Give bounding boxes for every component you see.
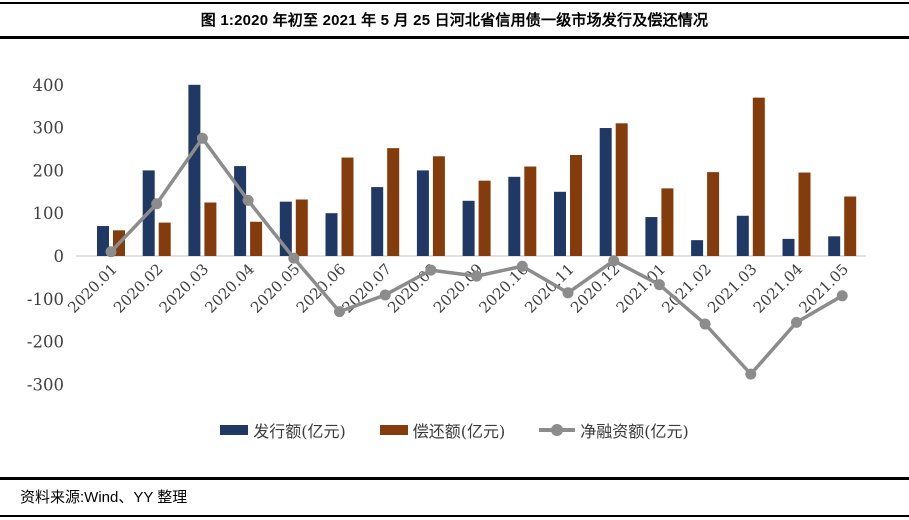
issuance-bar bbox=[599, 128, 612, 256]
net-financing-marker bbox=[425, 264, 437, 276]
repayment-swatch bbox=[379, 425, 408, 435]
legend-item-net-financing: 净融资额(亿元) bbox=[539, 418, 689, 442]
repayment-bar bbox=[341, 157, 354, 256]
issuance-bar bbox=[645, 217, 658, 256]
repayment-bar bbox=[798, 172, 811, 256]
net-financing-marker bbox=[151, 198, 163, 210]
y-axis-label: -200 bbox=[27, 333, 64, 352]
bottom-border-line bbox=[0, 515, 909, 517]
repayment-bar bbox=[478, 180, 491, 256]
repayment-bar bbox=[615, 123, 628, 256]
x-axis-label: 2020.05 bbox=[247, 260, 304, 317]
legend-item-issuance: 发行额(亿元) bbox=[220, 418, 346, 442]
title-divider-line bbox=[0, 36, 909, 39]
x-axis-label: 2021.03 bbox=[704, 260, 761, 317]
repayment-bar bbox=[387, 148, 400, 256]
legend-label-repayment: 偿还额(亿元) bbox=[412, 422, 506, 441]
repayment-bar bbox=[570, 154, 582, 256]
issuance-bar bbox=[97, 226, 109, 256]
y-axis-label: 300 bbox=[33, 119, 65, 138]
repayment-bar bbox=[204, 202, 217, 256]
figure-title: 图 1:2020 年初至 2021 年 5 月 25 日河北省信用债一级市场发行… bbox=[200, 12, 709, 29]
issuance-bar bbox=[462, 200, 475, 256]
issuance-swatch bbox=[220, 425, 249, 435]
repayment-bar bbox=[158, 222, 171, 256]
x-axis-label: 2021.04 bbox=[750, 260, 807, 317]
repayment-bar bbox=[707, 172, 720, 256]
issuance-bar bbox=[325, 213, 338, 256]
y-axis-label: 100 bbox=[33, 204, 65, 223]
net-financing-marker bbox=[791, 316, 802, 328]
issuance-bar bbox=[828, 236, 841, 256]
x-axis-label: 2020.04 bbox=[201, 260, 258, 317]
y-axis-label: -300 bbox=[27, 375, 64, 394]
repayment-bar bbox=[432, 156, 445, 256]
net-financing-marker bbox=[699, 318, 711, 330]
issuance-bar bbox=[234, 166, 247, 256]
chart-legend: 发行额(亿元) 偿还额(亿元) 净融资额(亿元) bbox=[0, 418, 909, 442]
net-financing-swatch bbox=[539, 424, 576, 436]
legend-item-repayment: 偿还额(亿元) bbox=[379, 418, 506, 442]
net-financing-marker bbox=[608, 255, 620, 267]
y-axis-label: 0 bbox=[54, 247, 65, 266]
repayment-bar bbox=[661, 188, 674, 256]
issuance-bar bbox=[188, 84, 201, 256]
legend-label-issuance: 发行额(亿元) bbox=[253, 422, 346, 441]
data-source-note: 资料来源:Wind、YY 整理 bbox=[20, 489, 188, 506]
net-financing-marker bbox=[288, 252, 300, 264]
issuance-bar bbox=[508, 176, 521, 256]
x-axis-label: 2020.09 bbox=[430, 260, 487, 317]
issuance-bar bbox=[736, 215, 749, 256]
net-financing-marker bbox=[242, 194, 254, 206]
x-axis-label: 2020.02 bbox=[110, 260, 167, 317]
net-financing-marker bbox=[562, 287, 574, 299]
x-axis-label: 2020.03 bbox=[156, 260, 213, 317]
repayment-bar bbox=[752, 97, 765, 256]
footer-divider-line bbox=[0, 477, 909, 480]
x-axis-label: 2020.01 bbox=[64, 260, 121, 317]
net-financing-marker bbox=[196, 132, 208, 144]
net-financing-marker bbox=[334, 306, 345, 318]
net-financing-marker bbox=[471, 270, 483, 282]
repayment-bar bbox=[844, 196, 857, 256]
issuance-bar bbox=[371, 187, 384, 256]
y-axis-label: 400 bbox=[33, 76, 65, 95]
net-financing-marker bbox=[105, 246, 117, 258]
issuance-bar bbox=[782, 238, 795, 256]
repayment-bar bbox=[524, 166, 537, 256]
net-financing-marker bbox=[379, 289, 391, 301]
repayment-bar bbox=[250, 221, 263, 256]
issuance-bar bbox=[416, 170, 429, 256]
issuance-bar bbox=[691, 240, 704, 256]
chart-area: 400 300 200 100 0 -100 -200 -300 2020.01 2020.02 2… bbox=[0, 45, 909, 460]
net-financing-marker bbox=[653, 279, 665, 291]
repayment-bar bbox=[295, 199, 308, 256]
issuance-bar bbox=[554, 191, 566, 256]
top-border-line bbox=[0, 2, 909, 4]
bar-line-chart: 4003002001000-100-200-3002020.012020.022… bbox=[27, 76, 866, 394]
net-financing-marker bbox=[836, 290, 848, 302]
y-axis-label: 200 bbox=[33, 161, 65, 180]
legend-label-net-financing: 净融资额(亿元) bbox=[580, 422, 689, 441]
net-financing-marker bbox=[745, 368, 757, 380]
y-axis-label: -100 bbox=[27, 290, 64, 309]
net-financing-marker bbox=[516, 260, 528, 272]
